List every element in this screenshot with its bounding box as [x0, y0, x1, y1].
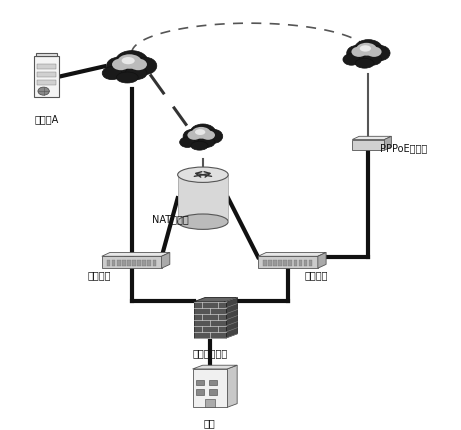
- FancyBboxPatch shape: [196, 390, 204, 395]
- Ellipse shape: [125, 68, 147, 80]
- Ellipse shape: [343, 55, 360, 66]
- FancyBboxPatch shape: [122, 260, 125, 266]
- Ellipse shape: [369, 46, 390, 61]
- Polygon shape: [226, 298, 237, 338]
- Polygon shape: [36, 54, 57, 57]
- Text: 备份路由系统: 备份路由系统: [192, 348, 227, 358]
- Ellipse shape: [106, 58, 130, 75]
- Ellipse shape: [177, 215, 228, 230]
- Text: NAT路由器: NAT路由器: [153, 214, 189, 224]
- Text: 右交换机: 右交换机: [304, 270, 327, 280]
- Polygon shape: [161, 253, 170, 269]
- Polygon shape: [193, 366, 237, 369]
- Text: 服务器A: 服务器A: [35, 114, 59, 123]
- Ellipse shape: [130, 59, 147, 71]
- Ellipse shape: [188, 131, 201, 141]
- Ellipse shape: [183, 130, 202, 144]
- FancyBboxPatch shape: [153, 260, 156, 266]
- FancyBboxPatch shape: [304, 260, 307, 266]
- FancyBboxPatch shape: [34, 57, 59, 98]
- Ellipse shape: [366, 48, 382, 58]
- Ellipse shape: [112, 59, 130, 71]
- Ellipse shape: [347, 46, 367, 61]
- Ellipse shape: [116, 73, 138, 84]
- Ellipse shape: [354, 40, 383, 60]
- Text: 内网: 内网: [204, 417, 216, 427]
- Ellipse shape: [191, 142, 208, 151]
- Ellipse shape: [177, 168, 228, 183]
- FancyBboxPatch shape: [273, 260, 277, 266]
- Text: 左交换机: 左交换机: [88, 270, 111, 280]
- FancyBboxPatch shape: [112, 260, 115, 266]
- Ellipse shape: [204, 130, 223, 144]
- Ellipse shape: [198, 138, 215, 148]
- Ellipse shape: [190, 125, 216, 142]
- FancyBboxPatch shape: [268, 260, 272, 266]
- FancyBboxPatch shape: [193, 369, 227, 408]
- Ellipse shape: [355, 59, 374, 69]
- Ellipse shape: [356, 44, 377, 56]
- Polygon shape: [258, 253, 326, 257]
- FancyBboxPatch shape: [309, 260, 313, 266]
- FancyBboxPatch shape: [107, 260, 110, 266]
- FancyBboxPatch shape: [177, 175, 228, 222]
- Ellipse shape: [363, 55, 382, 66]
- FancyBboxPatch shape: [142, 260, 146, 266]
- Ellipse shape: [195, 130, 205, 136]
- Polygon shape: [384, 137, 391, 151]
- FancyBboxPatch shape: [209, 390, 217, 395]
- FancyBboxPatch shape: [258, 257, 318, 269]
- Ellipse shape: [118, 55, 142, 70]
- Ellipse shape: [38, 88, 49, 96]
- Ellipse shape: [115, 52, 148, 73]
- FancyBboxPatch shape: [102, 257, 161, 269]
- Ellipse shape: [201, 131, 215, 141]
- FancyBboxPatch shape: [284, 260, 287, 266]
- Polygon shape: [194, 298, 237, 302]
- FancyBboxPatch shape: [194, 302, 226, 338]
- Ellipse shape: [122, 58, 135, 65]
- Ellipse shape: [102, 68, 122, 80]
- Text: PPPoE路由器: PPPoE路由器: [380, 143, 427, 153]
- Ellipse shape: [360, 46, 371, 52]
- FancyBboxPatch shape: [132, 260, 136, 266]
- FancyBboxPatch shape: [37, 65, 56, 70]
- FancyBboxPatch shape: [205, 399, 215, 408]
- FancyBboxPatch shape: [209, 380, 217, 385]
- Polygon shape: [318, 253, 326, 269]
- Polygon shape: [352, 137, 391, 140]
- FancyBboxPatch shape: [117, 260, 120, 266]
- Ellipse shape: [351, 48, 366, 58]
- FancyBboxPatch shape: [352, 140, 384, 151]
- FancyBboxPatch shape: [37, 73, 56, 78]
- FancyBboxPatch shape: [299, 260, 302, 266]
- Ellipse shape: [133, 58, 157, 75]
- Ellipse shape: [180, 138, 195, 148]
- FancyBboxPatch shape: [127, 260, 130, 266]
- FancyBboxPatch shape: [37, 81, 56, 86]
- FancyBboxPatch shape: [148, 260, 151, 266]
- FancyBboxPatch shape: [294, 260, 297, 266]
- Ellipse shape: [192, 128, 211, 139]
- FancyBboxPatch shape: [289, 260, 292, 266]
- FancyBboxPatch shape: [278, 260, 282, 266]
- FancyBboxPatch shape: [196, 380, 204, 385]
- Polygon shape: [102, 253, 170, 257]
- Polygon shape: [227, 366, 237, 408]
- FancyBboxPatch shape: [137, 260, 141, 266]
- FancyBboxPatch shape: [263, 260, 266, 266]
